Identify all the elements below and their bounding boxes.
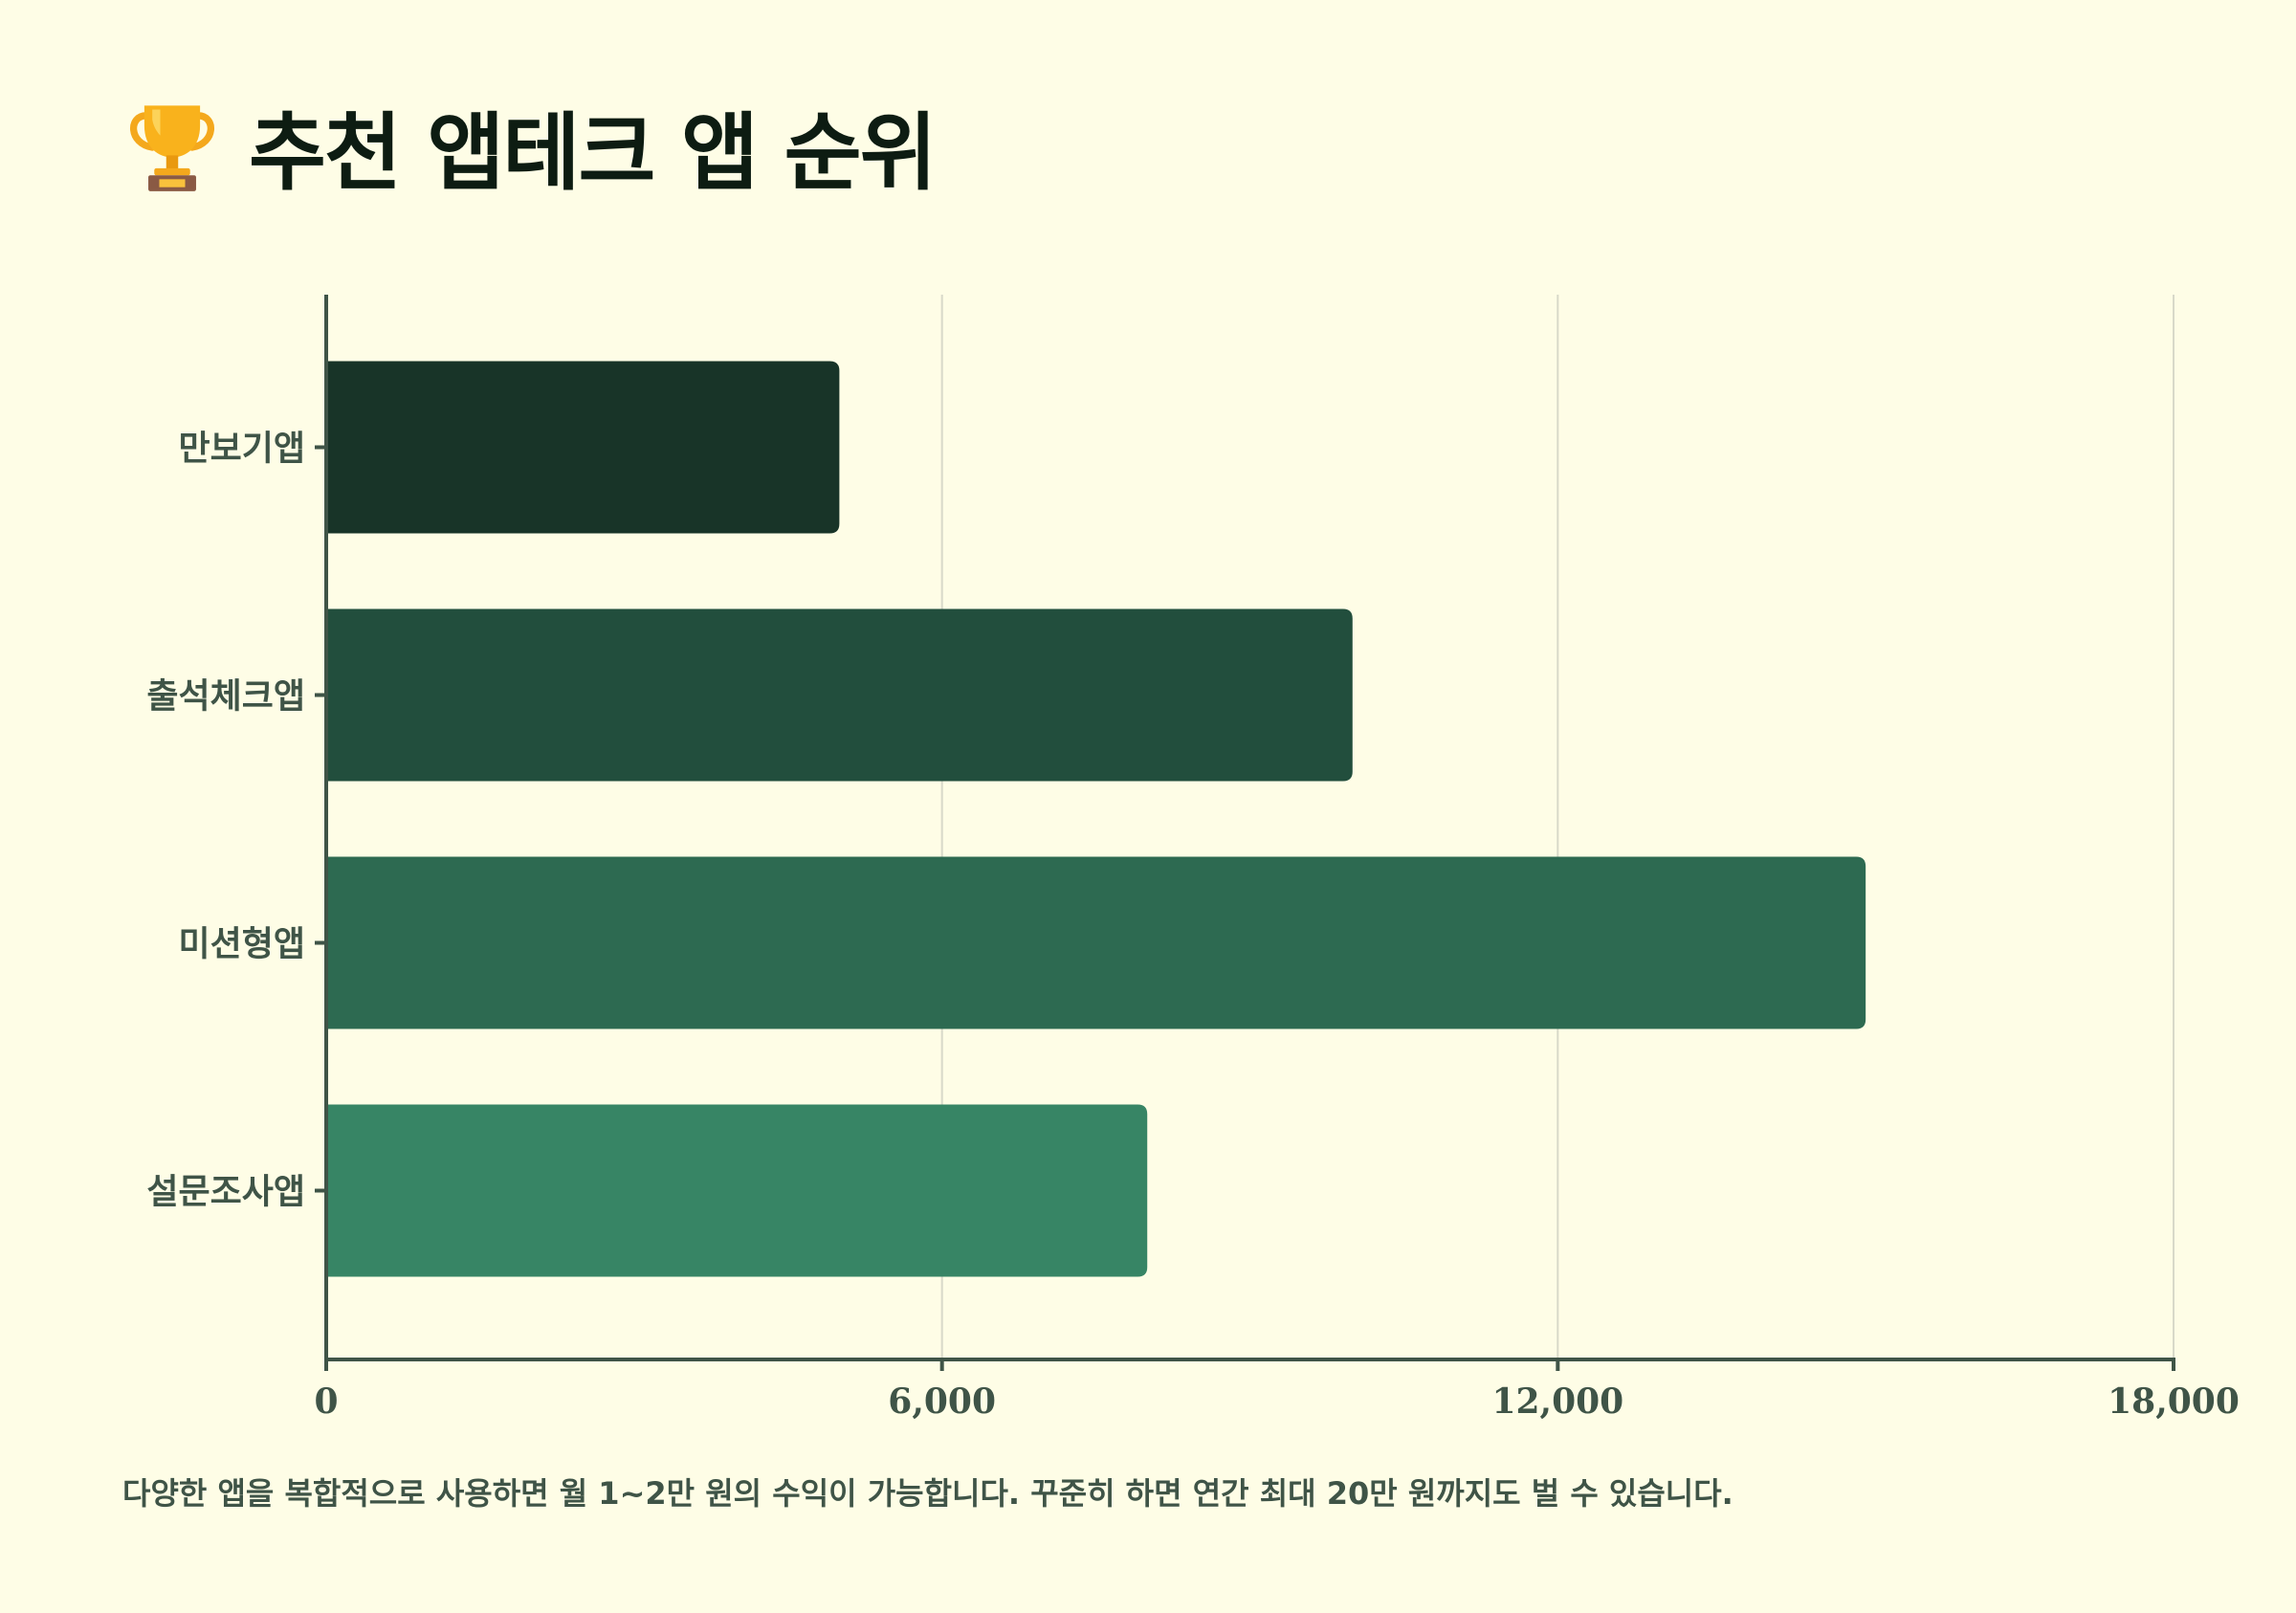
chart-axes xyxy=(315,295,2175,1371)
x-tick-label: 0 xyxy=(314,1381,338,1422)
x-tick-labels: 0 6,000 12,000 18,000 xyxy=(314,1381,2239,1422)
category-label: 만보기앱 xyxy=(179,430,305,469)
bar xyxy=(326,361,840,534)
page-title: 추천 앱테크 앱 순위 xyxy=(249,102,938,202)
chart-bars xyxy=(326,361,1866,1277)
footnote: 다양한 앱을 복합적으로 사용하면 월 1~2만 원의 수익이 가능합니다. 꾸… xyxy=(122,1475,1733,1512)
header: 추천 앱테크 앱 순위 xyxy=(122,88,938,203)
category-label: 설문조사앱 xyxy=(146,1173,305,1212)
category-label: 미션형앱 xyxy=(179,925,305,964)
x-tick-label: 18,000 xyxy=(2108,1381,2240,1422)
trophy-icon xyxy=(130,105,214,191)
category-label: 출석체크앱 xyxy=(146,677,305,717)
x-tick-label: 6,000 xyxy=(888,1381,996,1422)
bar xyxy=(326,1104,1148,1277)
x-tick-label: 12,000 xyxy=(1491,1381,1623,1422)
bar xyxy=(326,856,1866,1029)
bar xyxy=(326,608,1353,782)
